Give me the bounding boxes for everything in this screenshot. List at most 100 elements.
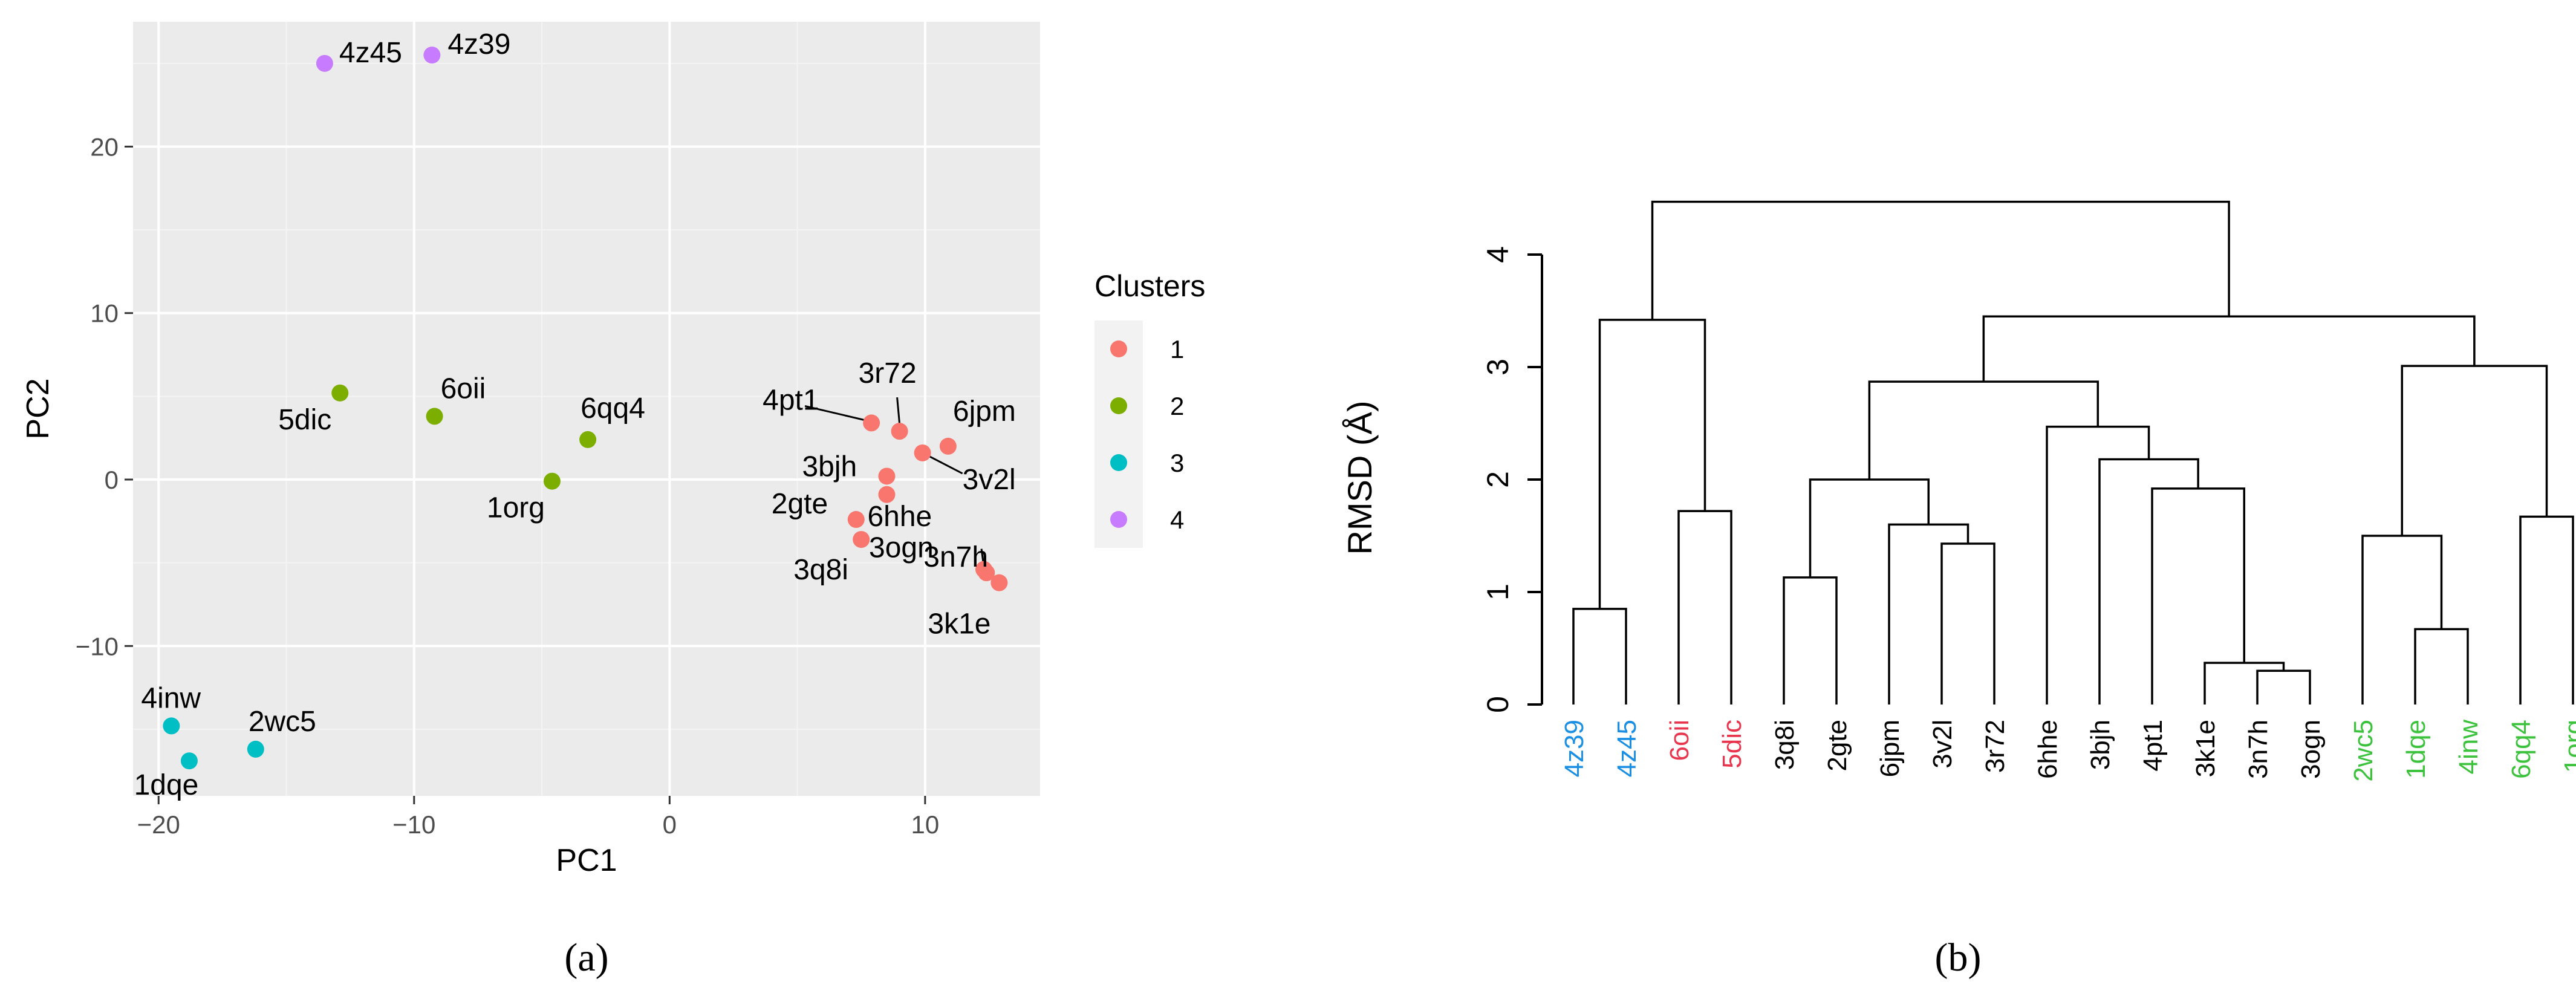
y-axis: 0 1 2 3 4 <box>1481 246 1543 713</box>
point-3q8i <box>853 531 870 548</box>
legend: Clusters 1 2 3 4 <box>1094 269 1205 548</box>
y-tick-label: 20 <box>90 132 119 161</box>
dendrogram-link-13 <box>2414 628 2469 705</box>
dendrogram-link-4 <box>1940 542 1995 705</box>
point-4z45 <box>316 54 333 72</box>
dendrogram-link-8 <box>2204 662 2285 705</box>
dendrogram-link-9 <box>2151 487 2245 705</box>
point-2gte <box>847 511 865 529</box>
dendrogram-link-17 <box>1982 315 2476 382</box>
point-label-6oii: 6oii <box>441 373 486 405</box>
leaf-label-3k1e: 3k1e <box>2191 720 2220 777</box>
point-6jpm <box>939 437 957 455</box>
dendrogram-link-7 <box>2256 669 2311 705</box>
leaf-labels: 4z39 4z45 6oii 5dic 3q8i 2gte 6jpm 3v2l 3r72 6hhe… <box>1560 720 2576 782</box>
y-tick-label: 0 <box>105 466 119 494</box>
leaf-label-3r72: 3r72 <box>1980 720 2010 773</box>
leaf-label-6oii: 6oii <box>1665 720 1694 761</box>
point-label-3q8i: 3q8i <box>793 554 848 586</box>
point-label-6jpm: 6jpm <box>953 395 1016 428</box>
point-3bjh <box>878 467 896 485</box>
point-label-6qq4: 6qq4 <box>581 392 645 425</box>
dendrogram-link-0 <box>1572 608 1627 705</box>
x-tick-label: −20 <box>137 810 180 839</box>
legend-key-2 <box>1110 397 1127 414</box>
dendrogram-link-1 <box>1677 510 1732 705</box>
leaf-label-4inw: 4inw <box>2454 720 2483 775</box>
leaf-label-1dqe: 1dqe <box>2401 720 2431 779</box>
leaf-label-2gte: 2gte <box>1823 720 1852 772</box>
dendrogram-link-12 <box>1868 380 2100 480</box>
leaf-label-4z45: 4z45 <box>1612 720 1642 777</box>
point-label-3ogn: 3ogn <box>869 532 934 564</box>
dendrogram-link-16 <box>2401 365 2548 536</box>
point-label-2gte: 2gte <box>772 488 828 520</box>
legend-label-1: 1 <box>1170 335 1184 363</box>
point-label-6hhe: 6hhe <box>867 501 932 533</box>
y-axis-title: RMSD (Å) <box>1341 400 1379 555</box>
leaf-label-6hhe: 6hhe <box>2033 720 2063 779</box>
leader-line-3v2l <box>926 454 963 475</box>
leaf-label-3v2l: 3v2l <box>1928 720 1957 769</box>
legend-label-3: 3 <box>1170 449 1184 477</box>
leaf-label-3n7h: 3n7h <box>2243 720 2273 779</box>
y-tick-label: 10 <box>90 299 119 328</box>
y-tick-label: 3 <box>1481 359 1515 376</box>
point-6oii <box>426 408 443 425</box>
legend-key-4 <box>1110 511 1127 528</box>
point-4pt1 <box>863 414 880 432</box>
point-3v2l <box>914 444 931 461</box>
leaf-label-4z39: 4z39 <box>1560 720 1589 777</box>
legend-key-3 <box>1110 454 1127 471</box>
major-gridlines <box>133 22 1040 796</box>
point-labels: 4z45 4z39 5dic 6oii 6qq4 1org 4inw 1dqe 2wc5 4pt1… <box>134 28 1016 801</box>
point-label-3r72: 3r72 <box>859 357 917 389</box>
leaf-label-1org: 1org <box>2559 720 2576 773</box>
leaf-label-4pt1: 4pt1 <box>2138 720 2168 772</box>
point-3k1e <box>990 574 1008 591</box>
point-label-3n7h: 3n7h <box>923 541 988 573</box>
x-tick-label: 0 <box>663 810 677 839</box>
point-4z39 <box>423 47 441 64</box>
y-tick-label: 0 <box>1481 696 1515 713</box>
dendrogram-tree <box>1572 200 2574 705</box>
point-6qq4 <box>579 431 597 448</box>
point-1org <box>543 472 561 490</box>
dendrogram-link-6 <box>1809 478 1930 578</box>
panel-a-caption: (a) <box>564 936 608 980</box>
x-tick-label: 10 <box>911 810 939 839</box>
leaf-label-6jpm: 6jpm <box>1875 720 1905 777</box>
legend-key-1 <box>1110 340 1127 357</box>
dendrogram-link-14 <box>2361 535 2443 705</box>
leaf-label-3bjh: 3bjh <box>2086 720 2115 770</box>
leaf-label-2wc5: 2wc5 <box>2349 720 2378 782</box>
point-label-4inw: 4inw <box>141 682 201 714</box>
dendrogram-link-2 <box>1598 319 1706 609</box>
leader-line-4pt1 <box>804 405 867 421</box>
y-axis-title: PC2 <box>21 378 56 439</box>
dendrogram-panel: 0 1 2 3 4 4z39 4z45 6oii 5dic 3q8i 2gte 6jpm 3v2l 3r… <box>1341 200 2576 980</box>
point-label-1org: 1org <box>487 492 545 524</box>
leaf-label-3ogn: 3ogn <box>2296 720 2326 779</box>
point-6hhe <box>878 486 896 503</box>
y-tick-label: 4 <box>1481 246 1515 263</box>
dendrogram-link-11 <box>2046 425 2150 705</box>
legend-label-4: 4 <box>1170 506 1184 534</box>
dendrogram-link-15 <box>2519 515 2574 705</box>
legend-label-2: 2 <box>1170 392 1184 420</box>
point-label-4pt1: 4pt1 <box>763 384 819 416</box>
leaf-label-5dic: 5dic <box>1717 720 1747 769</box>
point-4inw <box>163 717 180 735</box>
point-label-5dic: 5dic <box>278 404 331 436</box>
point-5dic <box>331 384 349 402</box>
point-label-1dqe: 1dqe <box>134 769 199 801</box>
scatter-panel: −20 −10 0 10 −10 0 10 20 4z45 4z39 5dic 6oii 6qq4 1o… <box>21 22 1205 980</box>
point-3n7h <box>978 564 995 582</box>
x-axis-title: PC1 <box>556 843 617 878</box>
point-label-3k1e: 3k1e <box>928 608 990 640</box>
dendrogram-link-10 <box>2098 458 2199 705</box>
y-tick-label: −10 <box>76 632 119 660</box>
legend-title: Clusters <box>1094 269 1205 303</box>
panel-b-caption: (b) <box>1935 936 1982 980</box>
